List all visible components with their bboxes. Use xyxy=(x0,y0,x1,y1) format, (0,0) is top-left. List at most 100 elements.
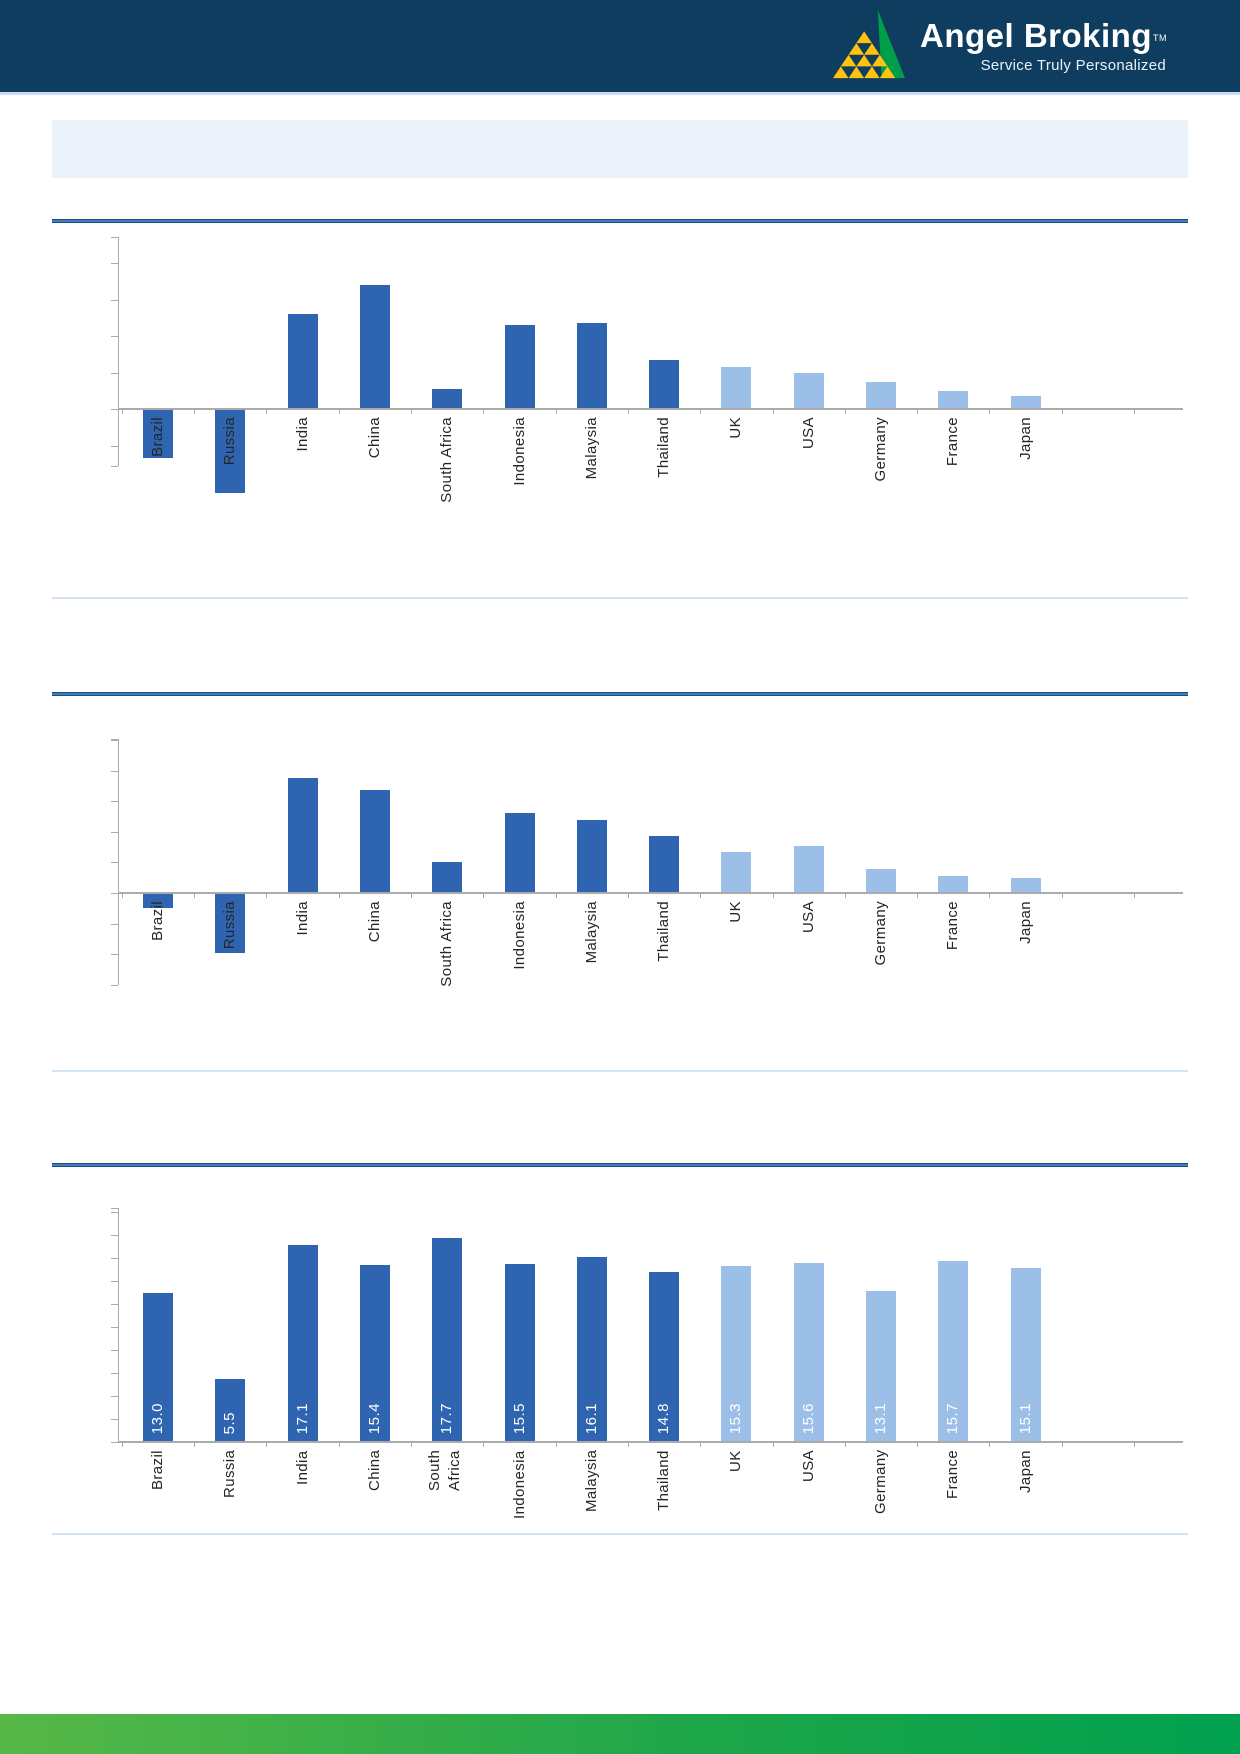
section-rule-3 xyxy=(52,1163,1188,1167)
chart2-category-tick xyxy=(1134,893,1135,898)
chart2-category-tick xyxy=(339,893,340,898)
chart2-category-tick xyxy=(917,893,918,898)
chart1-category-tick xyxy=(917,409,918,414)
chart3-country-label-thailand: Thailand xyxy=(655,1450,672,1511)
chart2-y-tick xyxy=(111,832,118,833)
chart1-country-label-brazil: Brazil xyxy=(149,417,166,457)
footer-bar xyxy=(0,1714,1240,1754)
chart2-country-label-indonesia: Indonesia xyxy=(511,901,528,970)
chart1-category-tick xyxy=(556,409,557,414)
chart1-category-tick xyxy=(989,409,990,414)
chart2-y-tick xyxy=(111,862,118,863)
chart3-y-tick xyxy=(111,1208,118,1209)
chart1-y-tick xyxy=(111,373,118,374)
chart3-bar-value-label-uk: 15.3 xyxy=(727,1402,744,1434)
chart3-category-tick xyxy=(989,1442,990,1447)
chart3-bar-value-label-usa: 15.6 xyxy=(800,1402,817,1434)
section-rule-2 xyxy=(52,692,1188,696)
chart2-x-axis xyxy=(118,892,1183,894)
chart1-country-label-france: France xyxy=(944,417,961,467)
chart1-country-label-south-africa: South Africa xyxy=(438,417,455,503)
chart2-bar-usa xyxy=(794,845,824,893)
chart2-country-label-russia: Russia xyxy=(221,901,238,950)
chart1-country-label-germany: Germany xyxy=(872,417,889,482)
chart2-y-tick xyxy=(111,771,118,772)
chart3-y-tick xyxy=(111,1212,118,1213)
chart1-bar-indonesia xyxy=(505,325,535,409)
chart2-country-label-malaysia: Malaysia xyxy=(583,901,600,964)
chart2-y-tick xyxy=(111,924,118,925)
chart3-country-label-japan: Japan xyxy=(1017,1450,1034,1493)
chart2-bar-india xyxy=(288,778,318,893)
chart1-category-tick xyxy=(266,409,267,414)
chart2-bar-brazil xyxy=(143,893,173,909)
chart1-country-label-malaysia: Malaysia xyxy=(583,417,600,480)
chart3-country-label-usa: USA xyxy=(800,1450,817,1483)
chart1-category-tick xyxy=(339,409,340,414)
chart3-category-tick xyxy=(1134,1442,1135,1447)
chart1-country-label-uk: UK xyxy=(727,417,744,439)
chart3-bar-value-label-indonesia: 15.5 xyxy=(511,1402,528,1434)
chart1-y-tick xyxy=(111,466,118,467)
chart3-y-tick xyxy=(111,1396,118,1397)
logo-yellow-pyramid xyxy=(832,31,896,79)
chart3-category-tick xyxy=(556,1442,557,1447)
chart1-country-label-japan: Japan xyxy=(1017,417,1034,460)
chart3-category-tick xyxy=(773,1442,774,1447)
chart1-country-label-india: India xyxy=(294,417,311,452)
chart1-category-tick xyxy=(628,409,629,414)
chart2-y-tick xyxy=(111,893,118,894)
chart1-bar-malaysia xyxy=(577,323,607,409)
chart2-country-label-germany: Germany xyxy=(872,901,889,966)
chart3-country-label-india: India xyxy=(294,1450,311,1485)
trademark: TM xyxy=(1153,33,1167,43)
chart1-bar-thailand xyxy=(649,359,679,409)
chart1-bar-usa xyxy=(794,372,824,409)
chart1-y-tick xyxy=(111,237,118,238)
chart2-category-tick xyxy=(194,893,195,898)
chart2-bar-germany xyxy=(866,868,896,893)
chart3-y-axis xyxy=(118,1208,119,1442)
chart3-bar-russia xyxy=(215,1378,245,1442)
chart2-y-tick xyxy=(111,739,118,740)
chart2-y-tick xyxy=(111,954,118,955)
chart3-category-tick xyxy=(845,1442,846,1447)
chart2-category-tick xyxy=(122,893,123,898)
chart3-bar-value-label-brazil: 13.0 xyxy=(149,1402,166,1434)
chart3-bar-value-label-china: 15.4 xyxy=(366,1402,383,1434)
chart3-y-tick xyxy=(111,1350,118,1351)
chart2-bar-malaysia xyxy=(577,819,607,893)
chart1-bar-japan xyxy=(1011,396,1041,409)
chart1-y-tick xyxy=(111,263,118,264)
chart1-category-tick xyxy=(194,409,195,414)
chart3-bar-value-label-japan: 15.1 xyxy=(1017,1402,1034,1434)
chart3-bar-thailand xyxy=(649,1271,679,1442)
chart2-category-tick xyxy=(989,893,990,898)
chart2-category-tick xyxy=(266,893,267,898)
chart2-bar-thailand xyxy=(649,836,679,893)
chart3-y-tick xyxy=(111,1304,118,1305)
chart3-country-label-china: China xyxy=(366,1450,383,1492)
chart2-category-tick xyxy=(845,893,846,898)
chart1-bar-russia xyxy=(215,409,245,493)
chart1-category-tick xyxy=(122,409,123,414)
chart2-category-tick xyxy=(483,893,484,898)
chart2-y-tick xyxy=(111,985,118,986)
chart2-country-label-uk: UK xyxy=(727,901,744,923)
chart3-category-tick xyxy=(122,1442,123,1447)
chart1-bar-china xyxy=(360,284,390,409)
brand-name: Angel BrokingTM xyxy=(919,17,1167,54)
summary-banner xyxy=(52,120,1188,178)
chart2-y-tick xyxy=(111,801,118,802)
chart1-y-tick xyxy=(111,336,118,337)
chart3-bar-japan xyxy=(1011,1268,1041,1442)
chart1-category-tick xyxy=(483,409,484,414)
chart3-category-tick xyxy=(339,1442,340,1447)
chart3-bar-india xyxy=(288,1245,318,1442)
chart1-y-tick xyxy=(111,409,118,410)
chart2-category-tick xyxy=(1062,893,1063,898)
chart1-category-tick xyxy=(1062,409,1063,414)
chart3-country-label-brazil: Brazil xyxy=(149,1450,166,1490)
chart3-bar-china xyxy=(360,1264,390,1442)
